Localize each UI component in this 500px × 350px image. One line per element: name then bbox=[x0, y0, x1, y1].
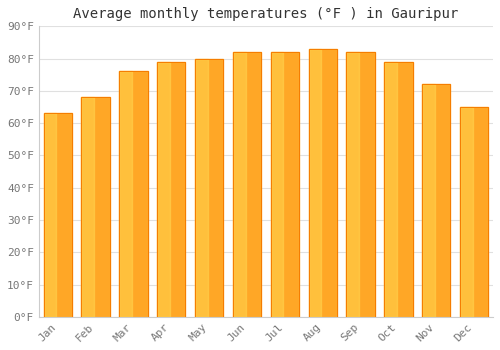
Bar bbox=[384, 62, 412, 317]
Bar bbox=[422, 84, 450, 317]
Bar bbox=[195, 58, 224, 317]
Bar bbox=[308, 49, 337, 317]
Bar bbox=[195, 58, 207, 317]
Bar bbox=[233, 52, 245, 317]
Bar bbox=[157, 62, 186, 317]
Bar bbox=[233, 52, 261, 317]
Bar bbox=[308, 49, 337, 317]
Bar bbox=[44, 113, 57, 317]
Bar bbox=[82, 97, 110, 317]
Bar bbox=[384, 62, 397, 317]
Bar bbox=[119, 71, 148, 317]
Bar bbox=[346, 52, 375, 317]
Bar bbox=[460, 107, 488, 317]
Bar bbox=[270, 52, 299, 317]
Bar bbox=[460, 107, 472, 317]
Bar bbox=[82, 97, 110, 317]
Bar bbox=[460, 107, 488, 317]
Bar bbox=[195, 58, 224, 317]
Bar bbox=[422, 84, 450, 317]
Bar bbox=[157, 62, 170, 317]
Bar bbox=[44, 113, 72, 317]
Bar bbox=[44, 113, 72, 317]
Bar bbox=[346, 52, 359, 317]
Bar bbox=[308, 49, 322, 317]
Bar bbox=[82, 97, 94, 317]
Title: Average monthly temperatures (°F ) in Gauripur: Average monthly temperatures (°F ) in Ga… bbox=[74, 7, 458, 21]
Bar bbox=[157, 62, 186, 317]
Bar bbox=[119, 71, 132, 317]
Bar bbox=[270, 52, 299, 317]
Bar bbox=[422, 84, 435, 317]
Bar bbox=[384, 62, 412, 317]
Bar bbox=[119, 71, 148, 317]
Bar bbox=[233, 52, 261, 317]
Bar bbox=[270, 52, 283, 317]
Bar bbox=[346, 52, 375, 317]
